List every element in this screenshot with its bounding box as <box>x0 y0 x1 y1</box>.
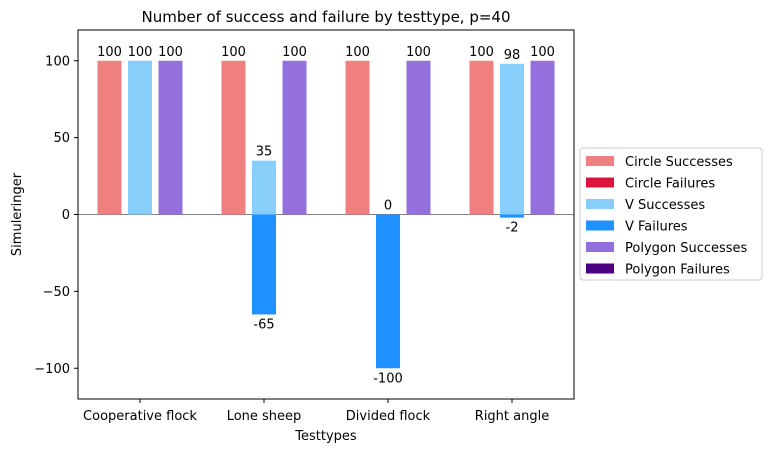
x-tick-label: Cooperative flock <box>83 409 197 424</box>
data-label-circle-successes: 100 <box>221 45 246 60</box>
legend-label: V Failures <box>625 220 688 235</box>
legend-swatch <box>586 199 614 209</box>
y-tick-label: −100 <box>34 362 70 377</box>
data-label-circle-successes: 100 <box>97 45 122 60</box>
data-label-polygon-successes: 100 <box>282 45 307 60</box>
legend-label: Circle Failures <box>625 177 715 192</box>
chart-title: Number of success and failure by testtyp… <box>141 8 510 26</box>
data-label-v-successes: 100 <box>128 45 153 60</box>
legend-frame <box>579 147 763 281</box>
bar-v-successes <box>128 60 152 215</box>
legend: Circle Successes Circle Failures V Success… <box>579 147 763 281</box>
bar-polygon-successes <box>282 60 307 215</box>
y-tick-label: 100 <box>45 54 70 69</box>
legend-label: Circle Successes <box>625 155 733 170</box>
data-label-v-successes: 0 <box>384 199 392 214</box>
data-label-circle-successes: 100 <box>469 45 494 60</box>
x-tick-label: Divided flock <box>346 409 431 424</box>
bar-polygon-successes <box>158 60 183 215</box>
legend-swatch <box>586 177 614 188</box>
data-label-circle-successes: 100 <box>345 45 370 60</box>
y-tick-label: −50 <box>43 285 70 300</box>
bar-polygon-successes <box>406 60 431 215</box>
bar-circle-successes <box>221 60 246 215</box>
legend-swatch <box>586 220 614 231</box>
data-label-polygon-successes: 100 <box>530 45 555 60</box>
data-label-v-failures: -65 <box>253 317 274 332</box>
data-label-v-successes: 35 <box>256 145 273 160</box>
x-axis-title: Testtypes <box>294 429 357 444</box>
data-label-polygon-successes: 100 <box>406 45 431 60</box>
plot-area: 100 100 100 Cooperative flock 100 35 -65 100 Lon… <box>34 29 575 424</box>
bar-circle-successes <box>97 60 122 215</box>
y-axis-title: Simuleringer <box>10 172 25 256</box>
data-label-v-failures: -100 <box>373 371 403 386</box>
bar-v-successes <box>252 160 276 215</box>
y-tick-label: 50 <box>53 131 70 146</box>
bar-circle-successes <box>469 60 494 215</box>
legend-swatch <box>586 156 614 166</box>
data-label-polygon-successes: 100 <box>158 45 183 60</box>
legend-label: Polygon Failures <box>625 263 730 278</box>
plot-frame <box>77 29 575 400</box>
legend-label: Polygon Successes <box>625 241 748 256</box>
data-label-v-failures: -2 <box>506 221 519 236</box>
bar-v-failures <box>376 214 400 369</box>
legend-swatch <box>586 242 614 252</box>
bar-v-failures <box>500 214 524 218</box>
bar-polygon-successes <box>530 60 555 215</box>
bar-v-successes <box>500 63 524 215</box>
y-tick-label: 0 <box>62 208 70 223</box>
legend-swatch <box>586 263 614 274</box>
bar-v-failures <box>252 214 276 315</box>
legend-label: V Successes <box>625 198 705 213</box>
bar-circle-successes <box>345 60 370 215</box>
x-tick-label: Right angle <box>475 409 549 424</box>
data-label-v-successes: 98 <box>504 48 521 63</box>
x-tick-label: Lone sheep <box>227 409 302 424</box>
